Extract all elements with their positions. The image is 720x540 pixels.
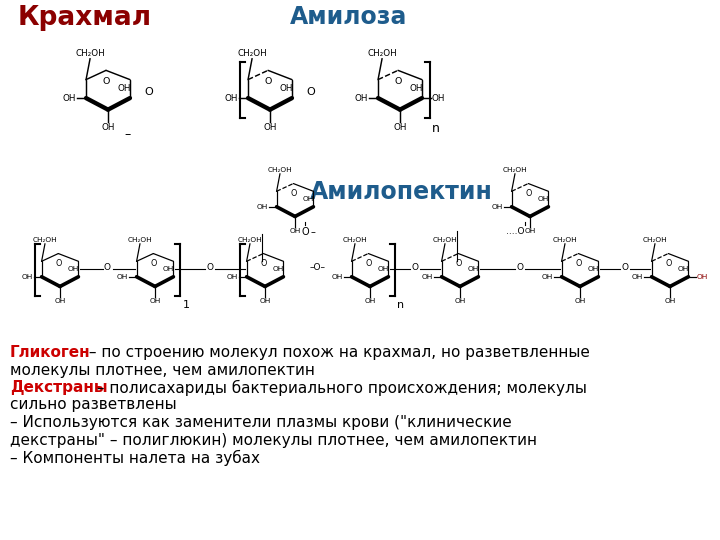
Text: OH: OH xyxy=(422,274,433,280)
Text: O: O xyxy=(150,259,157,268)
Text: – Компоненты налета на зубах: – Компоненты налета на зубах xyxy=(10,450,260,466)
Text: OH: OH xyxy=(538,196,549,202)
Text: OH: OH xyxy=(364,298,376,304)
Text: CH₂OH: CH₂OH xyxy=(503,167,527,173)
Text: O: O xyxy=(456,259,462,268)
Text: OH: OH xyxy=(55,298,66,304)
Text: OH: OH xyxy=(68,266,79,272)
Text: OH: OH xyxy=(378,266,389,272)
Text: OH: OH xyxy=(63,93,76,103)
Text: –: – xyxy=(125,129,131,141)
Text: OH: OH xyxy=(289,228,301,234)
Text: ....O: ....O xyxy=(505,227,524,237)
Text: OH: OH xyxy=(468,266,479,272)
Text: OH: OH xyxy=(665,298,675,304)
Text: Крахмал: Крахмал xyxy=(18,5,152,31)
Text: O: O xyxy=(261,259,267,268)
Text: – по строению молекул похож на крахмал, но разветвленные: – по строению молекул похож на крахмал, … xyxy=(84,345,590,360)
Text: OH: OH xyxy=(259,298,271,304)
Text: O: O xyxy=(207,262,214,272)
Text: CH₂OH: CH₂OH xyxy=(367,49,397,58)
Text: OH: OH xyxy=(332,274,343,280)
Text: O: O xyxy=(290,188,297,198)
Text: OH: OH xyxy=(542,274,553,280)
Text: Гликоген: Гликоген xyxy=(10,345,91,360)
Text: CH₂OH: CH₂OH xyxy=(343,237,367,243)
Text: O: O xyxy=(55,259,62,268)
Text: O: O xyxy=(412,262,418,272)
Text: OH: OH xyxy=(454,298,466,304)
Text: OH: OH xyxy=(227,274,238,280)
Text: OH: OH xyxy=(279,84,293,93)
Text: OH: OH xyxy=(22,274,33,280)
Text: OH: OH xyxy=(575,298,585,304)
Text: OH: OH xyxy=(492,204,503,210)
Text: O: O xyxy=(144,87,153,97)
Text: Амилопектин: Амилопектин xyxy=(310,180,493,204)
Text: O: O xyxy=(366,259,372,268)
Text: OH: OH xyxy=(302,196,314,202)
Text: O: O xyxy=(516,262,523,272)
Text: CH₂OH: CH₂OH xyxy=(75,49,105,58)
Text: O: O xyxy=(103,77,110,86)
Text: CH₂OH: CH₂OH xyxy=(433,237,457,243)
Text: OH: OH xyxy=(117,84,131,93)
Text: O: O xyxy=(265,77,272,86)
Text: OH: OH xyxy=(393,124,407,132)
Text: OH: OH xyxy=(632,274,643,280)
Text: CH₂OH: CH₂OH xyxy=(237,49,267,58)
Text: CH₂OH: CH₂OH xyxy=(643,237,667,243)
Text: молекулы плотнее, чем амилопектин: молекулы плотнее, чем амилопектин xyxy=(10,362,315,377)
Text: OH: OH xyxy=(432,93,446,103)
Text: OH: OH xyxy=(697,274,708,280)
Text: O: O xyxy=(104,262,111,272)
Text: 1: 1 xyxy=(182,300,189,310)
Text: декстраны" – полиглюкин) молекулы плотнее, чем амилопектин: декстраны" – полиглюкин) молекулы плотне… xyxy=(10,433,537,448)
Text: OH: OH xyxy=(102,124,114,132)
Text: –: – xyxy=(310,227,315,237)
Text: CH₂OH: CH₂OH xyxy=(553,237,577,243)
Text: OH: OH xyxy=(524,228,536,234)
Text: OH: OH xyxy=(149,298,161,304)
Text: OH: OH xyxy=(264,124,276,132)
Text: OH: OH xyxy=(163,266,174,272)
Text: –O–: –O– xyxy=(310,262,325,272)
Text: CH₂OH: CH₂OH xyxy=(268,167,292,173)
Text: – Используются как заменители плазмы крови ("клинические: – Используются как заменители плазмы кро… xyxy=(10,415,512,430)
Text: CH₂OH: CH₂OH xyxy=(32,237,58,243)
Text: n: n xyxy=(432,122,440,135)
Text: OH: OH xyxy=(588,266,599,272)
Text: O: O xyxy=(301,227,309,237)
Text: O: O xyxy=(665,259,672,268)
Text: O: O xyxy=(575,259,582,268)
Text: OH: OH xyxy=(678,266,689,272)
Text: – полисахариды бактериального происхождения; молекулы: – полисахариды бактериального происхожде… xyxy=(92,380,587,396)
Text: CH₂OH: CH₂OH xyxy=(238,237,262,243)
Text: O: O xyxy=(526,188,532,198)
Text: OH: OH xyxy=(273,266,284,272)
Text: O: O xyxy=(621,262,629,272)
Text: n: n xyxy=(397,300,405,310)
Text: CH₂OH: CH₂OH xyxy=(127,237,152,243)
Text: O: O xyxy=(395,77,402,86)
Text: Декстраны: Декстраны xyxy=(10,380,107,395)
Text: OH: OH xyxy=(354,93,368,103)
Text: OH: OH xyxy=(409,84,423,93)
Text: OH: OH xyxy=(225,93,238,103)
Text: OH: OH xyxy=(117,274,128,280)
Text: OH: OH xyxy=(257,204,269,210)
Text: O: O xyxy=(306,87,315,97)
Text: сильно разветвлены: сильно разветвлены xyxy=(10,397,176,413)
Text: Амилоза: Амилоза xyxy=(290,5,408,29)
